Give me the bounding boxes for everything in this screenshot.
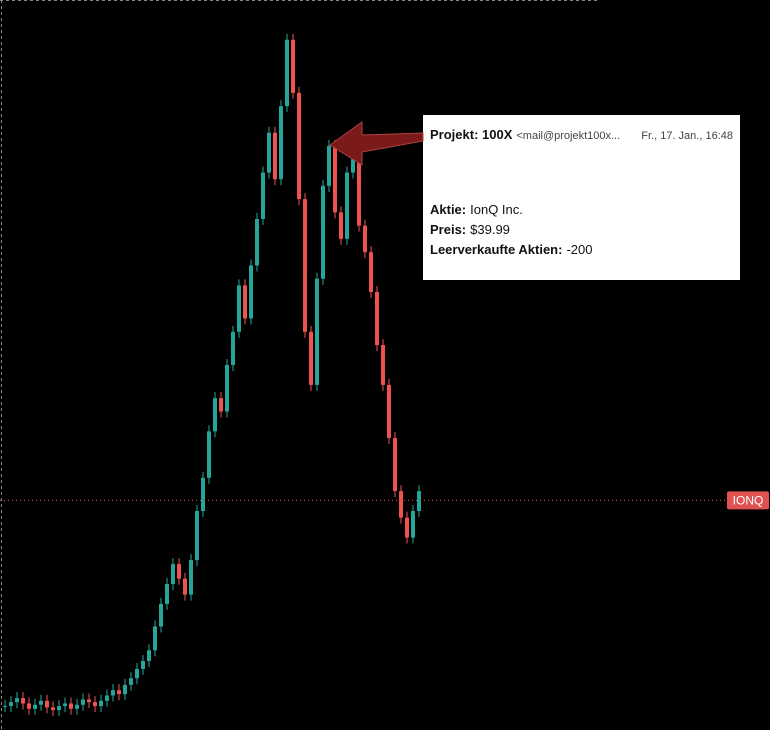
candle-body (147, 650, 151, 661)
candle-body (327, 146, 331, 186)
candle-body (231, 331, 235, 365)
candle-body (261, 172, 265, 219)
candle-body (351, 159, 355, 173)
sender-address: <mail@projekt100x... (516, 130, 621, 142)
candle-body (165, 584, 169, 604)
candle-body (15, 698, 19, 703)
email-fields: Aktie: IonQ Inc. Preis: $39.99 Leerverkaufte… (430, 200, 733, 260)
candle-body (249, 265, 253, 319)
candle-body (201, 477, 205, 511)
field-value: IonQ Inc. (470, 202, 523, 217)
candle-body (105, 695, 109, 701)
candle-body (207, 431, 211, 478)
candle-body (357, 159, 361, 226)
candle-body (33, 704, 37, 709)
candle-body (267, 132, 271, 173)
candle-body (171, 564, 175, 584)
candle-body (297, 92, 301, 200)
candle-body (45, 700, 49, 708)
field-label: Leerverkaufte Aktien: (430, 242, 563, 257)
candle-body (219, 398, 223, 412)
candle-body (255, 219, 259, 266)
candle-body (159, 603, 163, 627)
candle-body (411, 511, 415, 538)
candle-body (63, 703, 67, 707)
candle-body (3, 706, 7, 708)
candle-body (189, 560, 193, 595)
candle-body (381, 345, 385, 385)
candle-body (279, 106, 283, 180)
candle-body (117, 690, 121, 695)
candle-body (321, 185, 325, 279)
email-popup[interactable]: Projekt: 100X <mail@projekt100x... Fr., … (423, 115, 740, 280)
candle-body (303, 199, 307, 332)
email-field: Preis: $39.99 (430, 220, 733, 240)
email-field: Leerverkaufte Aktien: -200 (430, 240, 733, 260)
price-label: IONQ (733, 493, 764, 507)
candle-body (87, 699, 91, 703)
candle-body (81, 699, 85, 705)
candle-body (393, 438, 397, 492)
email-header: Projekt: 100X <mail@projekt100x... Fr., … (430, 127, 733, 142)
candle-body (369, 252, 373, 292)
candle-body (183, 578, 187, 595)
field-label: Preis: (430, 222, 467, 237)
candle-body (195, 511, 199, 561)
candle-body (153, 626, 157, 651)
candle-body (309, 331, 313, 385)
candle-body (417, 491, 421, 511)
candle-body (141, 660, 145, 669)
candle-body (9, 702, 13, 707)
candle-body (93, 702, 97, 707)
sender-name: Projekt: 100X (430, 127, 513, 142)
field-value: -200 (566, 242, 593, 257)
candle-body (363, 225, 367, 253)
candle-body (315, 278, 319, 385)
candle-body (225, 365, 229, 412)
candle-body (237, 285, 241, 332)
candle-body (21, 698, 25, 704)
candle-body (375, 292, 379, 346)
candle-body (273, 132, 277, 180)
candle-body (285, 39, 289, 107)
candle-body (243, 285, 247, 319)
candle-body (69, 703, 73, 709)
field-label: Aktie: (430, 202, 467, 217)
candle-body (123, 684, 127, 695)
field-value: $39.99 (470, 222, 510, 237)
candle-body (111, 690, 115, 696)
candle-body (333, 146, 337, 213)
candle-body (129, 678, 133, 685)
candle-body (135, 668, 139, 679)
candle-body (99, 700, 103, 707)
candle-body (213, 398, 217, 432)
price-label-bg (727, 491, 769, 510)
candle-body (27, 703, 31, 709)
candle-body (339, 212, 343, 239)
candle-body (345, 172, 349, 239)
candle-body (291, 39, 295, 93)
email-date: Fr., 17. Jan., 16:48 (641, 130, 733, 142)
candle-body (387, 384, 391, 438)
email-field: Aktie: IonQ Inc. (430, 200, 733, 220)
candle-body (405, 517, 409, 538)
candle-body (57, 706, 61, 711)
candle-body (39, 700, 43, 705)
candle-body (75, 704, 79, 709)
candle-body (51, 707, 55, 711)
candle-body (177, 564, 181, 579)
candle-body (399, 491, 403, 518)
